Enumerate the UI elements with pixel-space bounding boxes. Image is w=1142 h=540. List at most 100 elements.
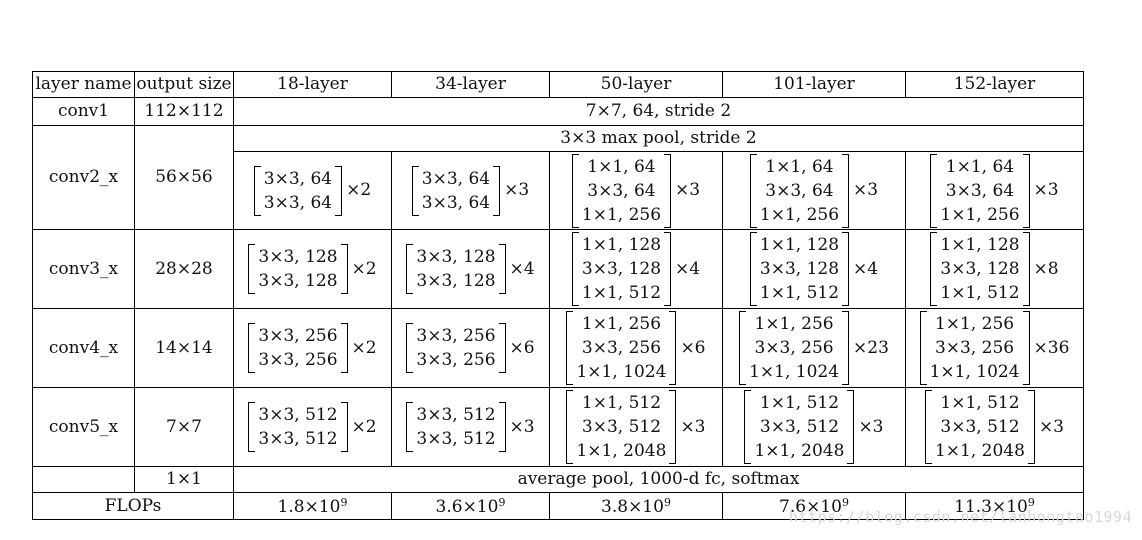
block-multiplier: ×4 (509, 258, 535, 279)
block-line: 3×3, 128 (759, 259, 840, 279)
matrix-bracket: 3×3, 256 3×3, 256 (406, 323, 506, 373)
block-spec: 1×1, 64 3×3, 64 1×1, 256 ×3 (749, 153, 879, 228)
flops-exponent: 9 (663, 495, 671, 509)
header-cell: 152-layer (905, 71, 1084, 98)
block-cell: 1×1, 128 3×3, 128 1×1, 512 ×4 (722, 229, 906, 309)
matrix-bracket: 1×1, 256 3×3, 256 1×1, 1024 (566, 311, 677, 385)
block-cell: 1×1, 256 3×3, 256 1×1, 1024 ×23 (722, 308, 906, 388)
layer-name-cell: conv4_x (32, 308, 135, 388)
block-line: 3×3, 512 (940, 417, 1020, 437)
header-cell: output size (134, 71, 234, 98)
block-cell: 3×3, 512 3×3, 512 ×2 (233, 387, 392, 467)
block-line: 3×3, 128 (581, 259, 662, 279)
block-line: 1×1, 256 (759, 204, 840, 225)
block-line: 1×1, 128 (940, 235, 1020, 255)
block-line: 1×1, 2048 (576, 441, 667, 461)
block-cell: 3×3, 64 3×3, 64 ×2 (233, 151, 392, 230)
watermark: https://blog.csdn.net/lanhongtao1994 (788, 508, 1132, 526)
matrix-bracket: 1×1, 256 3×3, 256 1×1, 1024 (739, 311, 850, 385)
layer-name-cell (32, 466, 135, 493)
block-line: 3×3, 512 (416, 429, 496, 449)
avgpool-spec-cell: average pool, 1000-d fc, softmax (233, 466, 1084, 493)
block-line: 3×3, 256 (934, 338, 1015, 358)
output-size-cell: 112×112 (134, 97, 234, 126)
block-line: 3×3, 512 (581, 417, 662, 437)
block-line: 1×1, 256 (581, 314, 662, 334)
block-line: 3×3, 64 (945, 180, 1015, 201)
block-cell: 3×3, 256 3×3, 256 ×2 (233, 308, 392, 388)
block-line: 3×3, 256 (416, 350, 496, 370)
output-size-cell: 56×56 (134, 125, 234, 230)
layer-name-cell: conv5_x (32, 387, 135, 467)
block-spec: 3×3, 256 3×3, 256 ×6 (406, 323, 535, 373)
block-multiplier: ×3 (680, 416, 706, 437)
matrix-bracket: 1×1, 512 3×3, 512 1×1, 2048 (744, 390, 855, 464)
block-line: 1×1, 2048 (934, 441, 1025, 461)
block-multiplier: ×3 (1038, 416, 1064, 437)
conv1-spec-cell: 7×7, 64, stride 2 (233, 97, 1084, 126)
block-multiplier: ×6 (509, 337, 535, 358)
block-line: 3×3, 128 (416, 247, 496, 267)
block-line: 1×1, 256 (934, 314, 1015, 334)
block-multiplier: ×2 (351, 258, 377, 279)
block-spec: 1×1, 512 3×3, 512 1×1, 2048 ×3 (566, 390, 706, 464)
header-row: layer name output size 18-layer 34-layer… (32, 71, 1084, 98)
block-line: 1×1, 2048 (754, 441, 845, 461)
block-cell: 1×1, 128 3×3, 128 1×1, 512 ×8 (905, 229, 1084, 309)
block-line: 3×3, 64 (263, 192, 333, 213)
block-spec: 3×3, 64 3×3, 64 ×3 (411, 165, 530, 216)
table-row-conv1: conv1 112×112 7×7, 64, stride 2 (32, 97, 1084, 126)
block-line: 3×3, 64 (421, 168, 491, 189)
block-line: 3×3, 256 (258, 350, 338, 370)
block-line: 1×1, 64 (587, 156, 656, 177)
layer-name-cell: conv3_x (32, 229, 135, 309)
layer-name-cell: conv2_x (32, 125, 135, 230)
layer-name-cell: conv1 (32, 97, 135, 126)
flops-value-cell: 3.6×109 (391, 492, 550, 520)
flops-exponent: 9 (841, 495, 849, 509)
block-line: 3×3, 256 (416, 326, 496, 346)
matrix-bracket: 3×3, 256 3×3, 256 (248, 323, 348, 373)
block-line: 1×1, 128 (581, 235, 662, 255)
matrix-bracket: 1×1, 128 3×3, 128 1×1, 512 (930, 232, 1030, 306)
block-cell: 3×3, 256 3×3, 256 ×6 (391, 308, 550, 388)
block-cell: 3×3, 128 3×3, 128 ×2 (233, 229, 392, 309)
block-spec: 1×1, 256 3×3, 256 1×1, 1024 ×6 (566, 311, 706, 385)
block-multiplier: ×3 (504, 180, 530, 200)
block-spec: 3×3, 256 3×3, 256 ×2 (248, 323, 377, 373)
resnet-architecture-table: layer name output size 18-layer 34-layer… (32, 71, 1084, 520)
flops-label: FLOPs (32, 492, 234, 520)
flops-mantissa: 7.6×10 (779, 496, 842, 517)
block-multiplier: ×4 (675, 258, 701, 279)
flops-value-cell: 1.8×109 (233, 492, 392, 520)
block-spec: 1×1, 128 3×3, 128 1×1, 512 ×4 (749, 232, 878, 306)
block-line: 3×3, 256 (754, 338, 834, 358)
matrix-bracket: 3×3, 512 3×3, 512 (248, 402, 348, 452)
block-line: 3×3, 512 (416, 405, 496, 425)
table-row-conv2-x: 3×3, 64 3×3, 64 ×2 3×3, 64 3×3, 64 ×3 1×1, 64 3… (33, 151, 1084, 230)
flops-mantissa: 11.3×10 (954, 496, 1028, 517)
flops-mantissa: 1.8×10 (277, 496, 341, 517)
block-line: 1×1, 256 (754, 314, 834, 334)
table-row-conv3-x: conv3_x 28×28 3×3, 128 3×3, 128 ×2 3×3, 128 3×… (32, 229, 1084, 309)
block-multiplier: ×3 (853, 180, 879, 200)
output-size-cell: 7×7 (134, 387, 234, 467)
block-spec: 1×1, 64 3×3, 64 1×1, 256 ×3 (571, 153, 700, 228)
block-spec: 1×1, 64 3×3, 64 1×1, 256 ×3 (930, 153, 1059, 228)
block-cell: 1×1, 128 3×3, 128 1×1, 512 ×4 (549, 229, 723, 309)
block-cell: 1×1, 64 3×3, 64 1×1, 256 ×3 (549, 151, 723, 230)
block-line: 3×3, 128 (940, 259, 1020, 279)
block-line: 1×1, 512 (940, 283, 1020, 303)
block-spec: 1×1, 512 3×3, 512 1×1, 2048 ×3 (744, 390, 884, 464)
header-cell: 18-layer (233, 71, 392, 98)
block-spec: 3×3, 128 3×3, 128 ×4 (406, 244, 535, 294)
block-line: 3×3, 512 (258, 429, 338, 449)
matrix-bracket: 1×1, 64 3×3, 64 1×1, 256 (571, 153, 672, 228)
block-cell: 1×1, 512 3×3, 512 1×1, 2048 ×3 (722, 387, 906, 467)
block-line: 1×1, 1024 (576, 362, 667, 382)
flops-exponent: 9 (498, 495, 506, 509)
block-line: 1×1, 256 (940, 204, 1020, 225)
flops-value-cell: 11.3×109 (905, 492, 1084, 520)
block-line: 3×3, 128 (258, 247, 338, 267)
block-line: 1×1, 512 (581, 393, 662, 413)
